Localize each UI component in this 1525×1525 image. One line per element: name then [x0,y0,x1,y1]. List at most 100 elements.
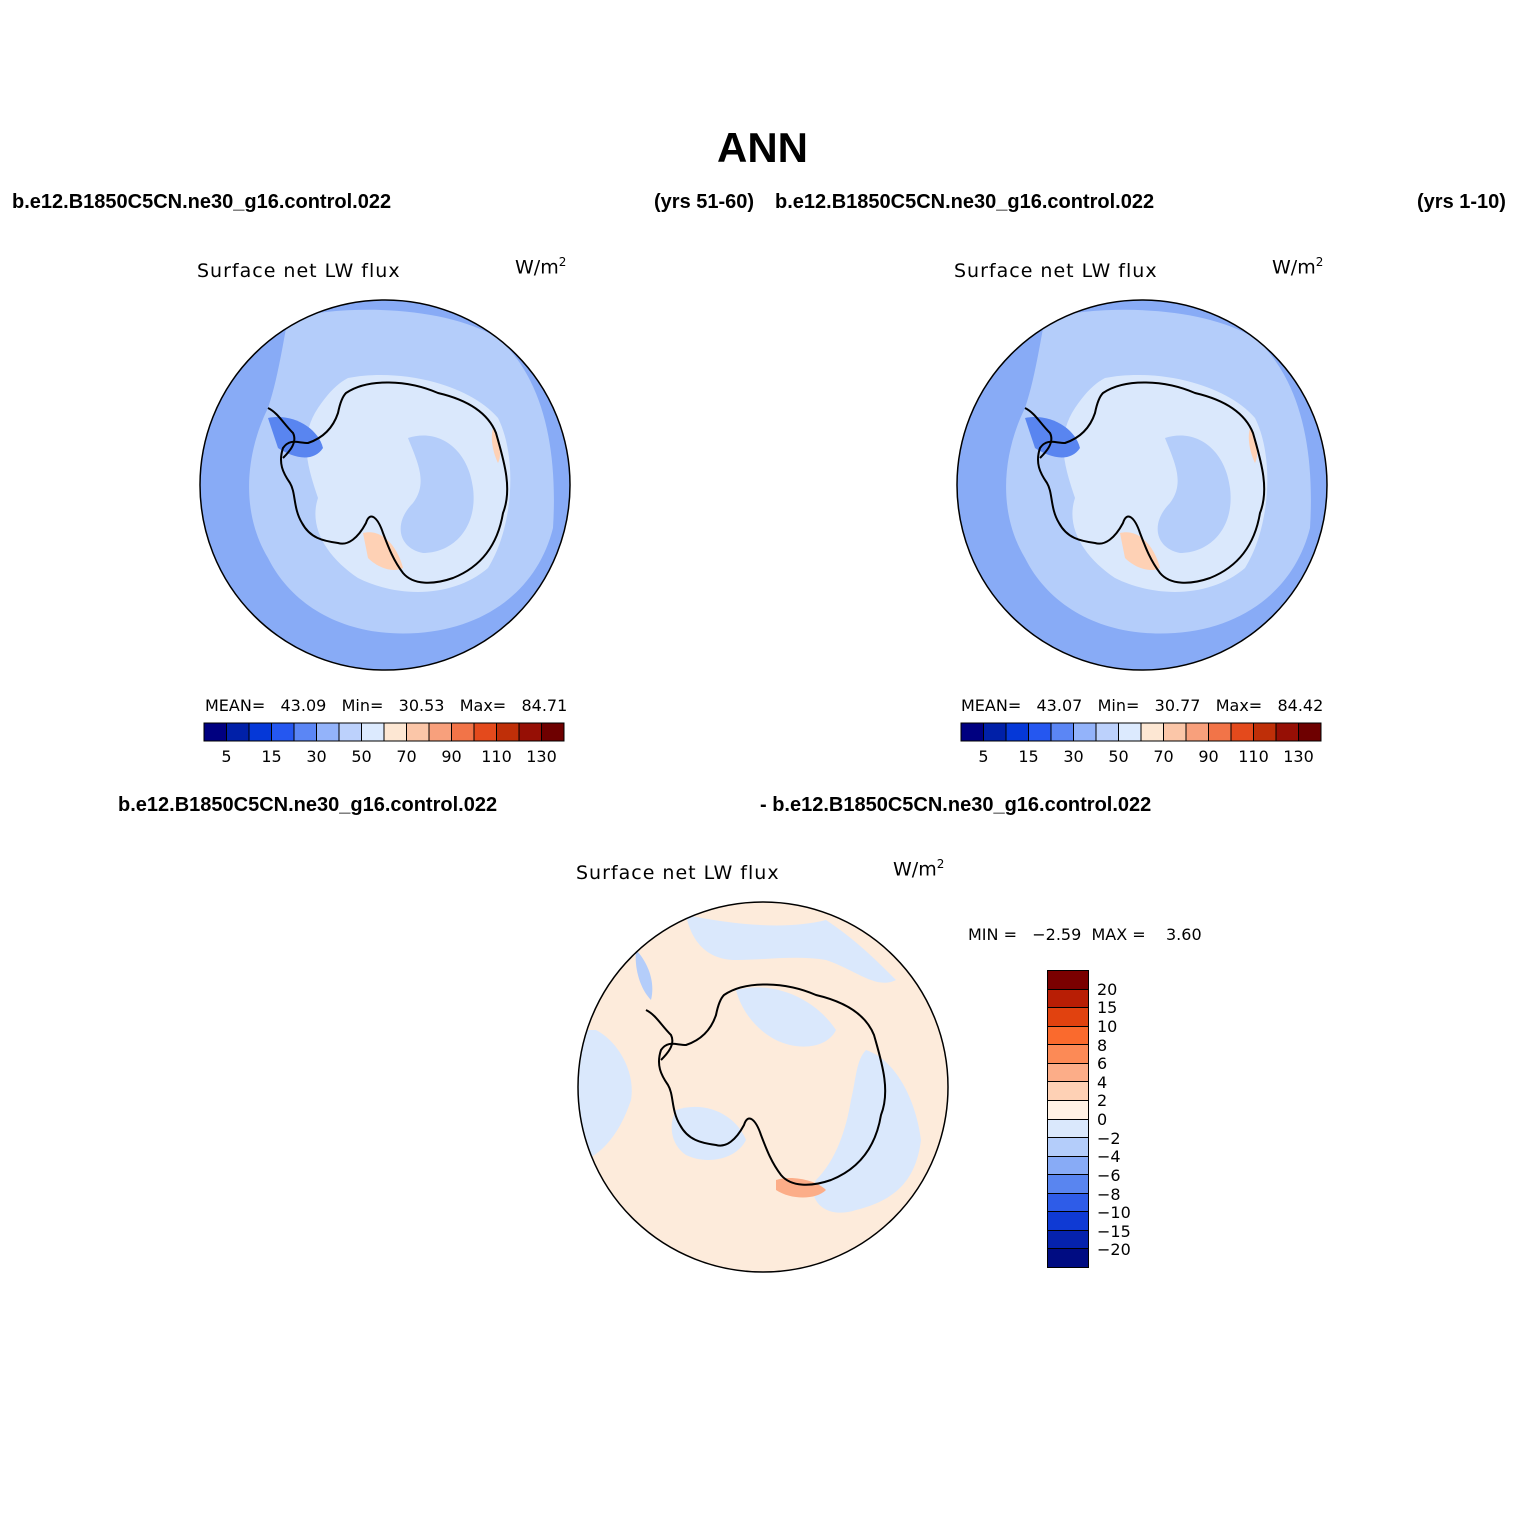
colorbar-box [1253,722,1277,742]
right-colorbar [960,722,1322,742]
bottom-units: W/m2 [893,857,945,881]
colorbar-tick-label: 15 [261,747,282,766]
colorbar-box [293,722,317,742]
colorbar-box [1048,1193,1088,1213]
left-units: W/m2 [515,255,567,279]
colorbar-tick-label: 30 [1063,747,1084,766]
colorbar-box [428,722,452,742]
colorbar-box [1048,989,1088,1009]
right-units: W/m2 [1272,255,1324,279]
colorbar-tick-label: −10 [1097,1203,1131,1223]
colorbar-tick-label: 70 [1153,747,1174,766]
main-title: ANN [717,124,808,171]
colorbar-box [1095,722,1119,742]
colorbar-box [1048,1249,1088,1267]
colorbar-box [473,722,497,742]
colorbar-box [383,722,407,742]
colorbar-box [1028,722,1052,742]
colorbar-box [451,722,475,742]
colorbar-box [1140,722,1164,742]
colorbar-box [1118,722,1142,742]
colorbar-box [1048,1063,1088,1083]
colorbar-box [1073,722,1097,742]
colorbar-box [338,722,362,742]
colorbar-box [203,722,227,742]
colorbar-box [1048,1045,1088,1064]
colorbar-box [1048,971,1088,990]
left-years: (yrs 51-60) [654,191,755,213]
colorbar-box [406,722,430,742]
colorbar-tick-label: 110 [481,747,512,766]
colorbar-tick-label: 50 [1108,747,1129,766]
colorbar-tick-label: 20 [1097,979,1118,999]
colorbar-box [1208,722,1232,742]
colorbar-tick-label: 4 [1097,1072,1108,1092]
colorbar-box [1050,722,1074,742]
colorbar-box [1005,722,1029,742]
colorbar-tick-label: 130 [1283,747,1314,766]
right-years: (yrs 1-10) [1417,191,1506,213]
colorbar-box [361,722,385,742]
left-polar-map [199,299,571,671]
colorbar-tick-label: 50 [351,747,372,766]
colorbar-box [226,722,250,742]
colorbar-box [983,722,1007,742]
colorbar-box [1048,1100,1088,1120]
colorbar-box [1048,1212,1088,1231]
colorbar-tick-label: 10 [1097,1016,1118,1036]
difference-colorbar [1047,970,1089,1268]
bottom-case-name: b.e12.B1850C5CN.ne30_g16.control.022 [118,794,498,816]
colorbar-box [1185,722,1209,742]
colorbar-tick-label: 5 [221,747,232,766]
colorbar-box [1048,1175,1088,1194]
colorbar-box [541,722,565,742]
colorbar-box [1048,1082,1088,1101]
colorbar-box [1298,722,1322,742]
colorbar-tick-label: 2 [1097,1091,1108,1111]
colorbar-tick-label: 6 [1097,1054,1108,1074]
colorbar-tick-label: 30 [306,747,327,766]
colorbar-box [518,722,542,742]
colorbar-box [1163,722,1187,742]
colorbar-box [1048,1026,1088,1046]
right-stats: MEAN= 43.07 Min= 30.77 Max= 84.42 [961,696,1324,715]
bottom-plot-title: Surface net LW flux [576,862,780,884]
left-stats: MEAN= 43.09 Min= 30.53 Max= 84.71 [205,696,568,715]
colorbar-tick-label: 0 [1097,1110,1108,1129]
left-plot-title: Surface net LW flux [197,260,401,282]
colorbar-tick-label: −6 [1097,1165,1121,1185]
colorbar-box [316,722,340,742]
colorbar-tick-label: −15 [1097,1221,1131,1241]
colorbar-box [1048,1156,1088,1176]
colorbar-tick-label: 5 [978,747,989,766]
colorbar-box [960,722,984,742]
colorbar-box [496,722,520,742]
colorbar-tick-label: 110 [1238,747,1269,766]
colorbar-tick-label: −8 [1097,1184,1121,1204]
right-polar-map [956,299,1328,671]
colorbar-box [1275,722,1299,742]
colorbar-box [1048,1230,1088,1250]
left-colorbar [203,722,565,742]
colorbar-tick-label: 8 [1097,1035,1108,1055]
bottom-minmax: MIN = −2.59 MAX = 3.60 [968,925,1202,944]
colorbar-tick-label: −2 [1097,1128,1121,1148]
colorbar-box [271,722,295,742]
colorbar-box [1048,1138,1088,1157]
right-plot-title: Surface net LW flux [954,260,1158,282]
colorbar-box [1048,1008,1088,1027]
difference-polar-map [577,901,949,1273]
colorbar-tick-label: 130 [526,747,557,766]
colorbar-tick-label: −20 [1097,1240,1131,1260]
colorbar-box [1048,1119,1088,1139]
colorbar-tick-label: 15 [1018,747,1039,766]
right-case-name: b.e12.B1850C5CN.ne30_g16.control.022 [775,191,1155,213]
colorbar-box [248,722,272,742]
colorbar-tick-label: 90 [1198,747,1219,766]
colorbar-tick-label: 70 [396,747,417,766]
colorbar-tick-label: 90 [441,747,462,766]
bottom-case-name-2: - b.e12.B1850C5CN.ne30_g16.control.022 [760,794,1152,816]
colorbar-tick-label: −4 [1097,1147,1121,1167]
left-case-name: b.e12.B1850C5CN.ne30_g16.control.022 [12,191,392,213]
colorbar-box [1230,722,1254,742]
